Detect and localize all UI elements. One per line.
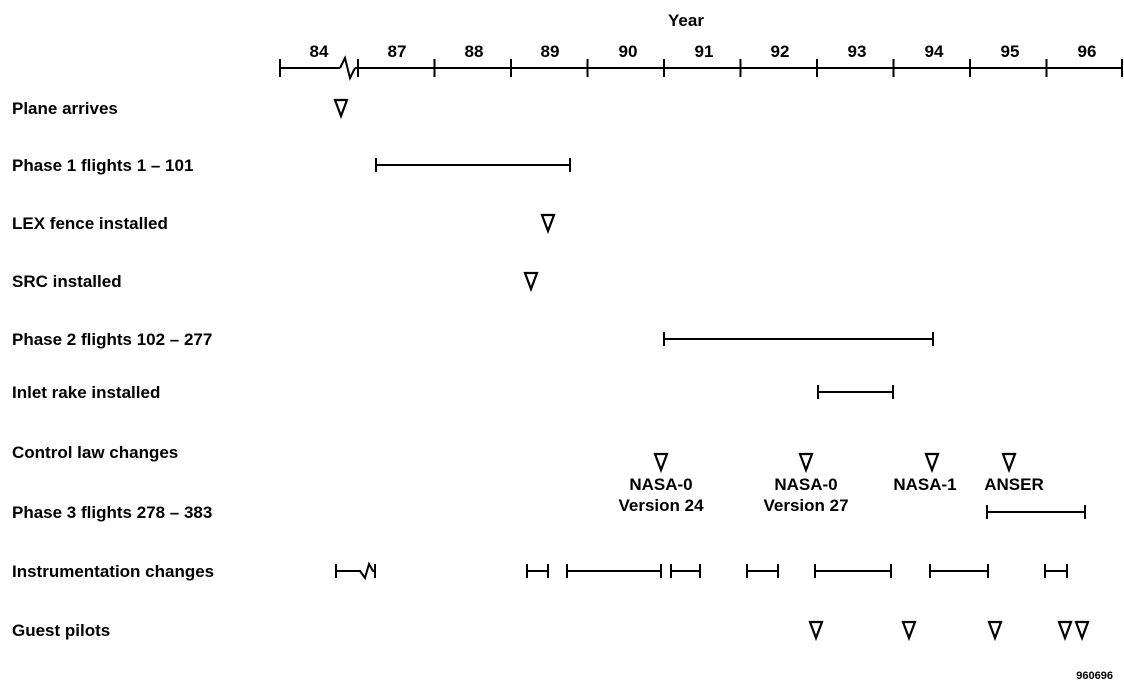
figure-number: 960696 [1076,670,1113,682]
control-law-annotation: Version 24 [618,496,704,515]
year-tick-label: 90 [619,42,638,61]
milestone-marker [808,620,824,642]
row-label: Guest pilots [12,621,110,640]
row-label: Plane arrives [12,99,118,118]
milestone-marker [523,271,539,293]
year-tick-label: 96 [1078,42,1097,61]
row-label: Inlet rake installed [12,383,160,402]
control-law-annotation: NASA-1 [893,475,956,494]
row-label: SRC installed [12,272,122,291]
year-tick-label: 88 [465,42,484,61]
row-label: Phase 2 flights 102 – 277 [12,330,212,349]
row-label: LEX fence installed [12,214,168,233]
year-tick-label: 89 [541,42,560,61]
axis-break [339,55,356,81]
year-tick-label: 87 [388,42,407,61]
milestone-marker [333,98,349,120]
row-label: Control law changes [12,443,178,462]
duration-bar-break [336,561,375,581]
milestone-marker [540,213,556,235]
year-tick-label: 91 [695,42,714,61]
milestone-marker [798,452,814,474]
control-law-annotation: ANSER [984,475,1044,494]
control-law-annotation: NASA-0 [774,475,837,494]
control-law-annotation: NASA-0 [629,475,692,494]
year-tick-label: 95 [1001,42,1020,61]
year-tick-label: 93 [848,42,867,61]
year-tick-label: 92 [771,42,790,61]
axis-title: Year [668,11,704,30]
milestone-marker [901,620,917,642]
year-tick-label: 84 [310,42,329,61]
year-tick-label: 94 [925,42,944,61]
row-label: Phase 3 flights 278 – 383 [12,503,212,522]
milestone-marker [987,620,1003,642]
row-label: Phase 1 flights 1 – 101 [12,156,193,175]
milestone-marker [1074,620,1090,642]
milestone-marker [653,452,669,474]
row-label: Instrumentation changes [12,562,214,581]
control-law-annotation: Version 27 [763,496,848,515]
milestone-marker [924,452,940,474]
milestone-marker [1057,620,1073,642]
milestone-marker [1001,452,1017,474]
